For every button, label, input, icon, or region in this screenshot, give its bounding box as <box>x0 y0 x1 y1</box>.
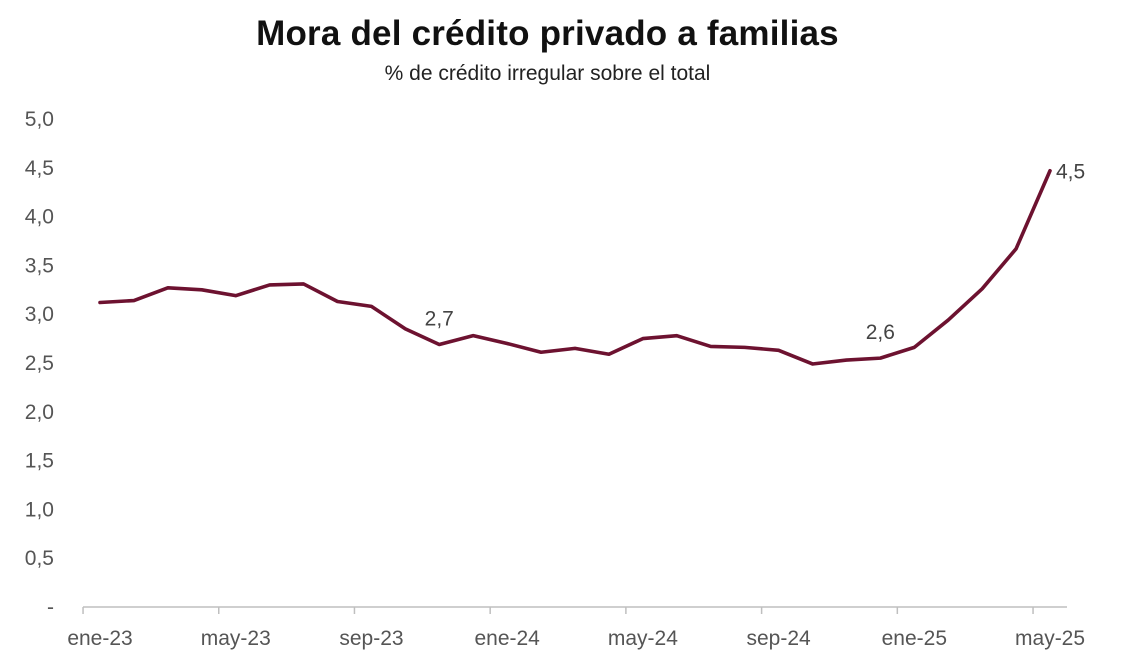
y-tick-label: 0,5 <box>25 547 54 570</box>
y-axis-labels: - 0,5 1,0 1,5 2,0 2,5 3,0 3,5 4,0 4,5 5,0 <box>25 108 54 619</box>
y-tick-label: 5,0 <box>25 108 54 131</box>
chart-subtitle: % de crédito irregular sobre el total <box>384 62 711 85</box>
y-tick-label: 3,5 <box>25 254 54 277</box>
y-tick-label: 1,0 <box>25 498 54 521</box>
data-label: 4,5 <box>1056 161 1085 184</box>
y-tick-label: - <box>47 596 54 619</box>
y-tick-label: 4,0 <box>25 206 54 229</box>
x-tick-label: sep-24 <box>746 627 811 650</box>
x-tick-label: ene-23 <box>67 627 132 650</box>
x-tick-label: sep-23 <box>339 627 403 650</box>
data-labels: 2,7 2,6 4,5 <box>425 161 1086 344</box>
chart-title: Mora del crédito privado a familias <box>256 14 839 53</box>
x-tick-label: may-25 <box>1015 627 1085 650</box>
data-points <box>99 170 1051 365</box>
y-tick-label: 4,5 <box>25 157 54 180</box>
data-label: 2,6 <box>866 321 895 344</box>
data-label: 2,7 <box>425 307 454 330</box>
y-tick-label: 2,5 <box>25 352 54 375</box>
y-tick-label: 2,0 <box>25 401 54 424</box>
x-axis-ticks <box>82 607 1034 614</box>
y-tick-label: 1,5 <box>25 450 54 473</box>
x-tick-label: may-24 <box>608 627 678 650</box>
x-tick-label: may-23 <box>201 627 271 650</box>
series-line <box>98 168 1052 366</box>
x-tick-label: ene-24 <box>474 627 540 650</box>
x-tick-label: ene-25 <box>882 627 947 650</box>
x-axis-labels: ene-23 may-23 sep-23 ene-24 may-24 sep-24 ene-… <box>67 627 1085 650</box>
y-tick-label: 3,0 <box>25 303 54 326</box>
